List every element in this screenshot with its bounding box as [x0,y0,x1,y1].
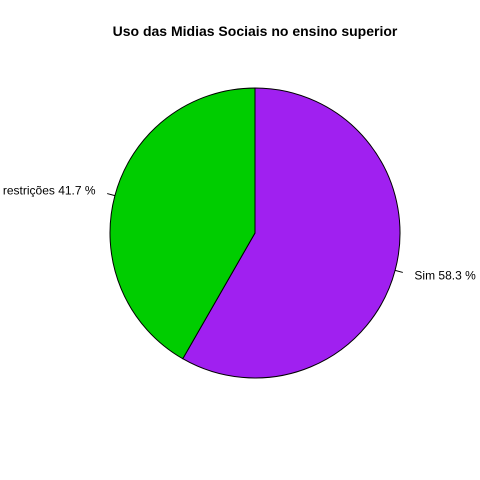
chart-title: Uso das Midias Sociais no ensino superio… [113,23,398,39]
pie-slice-1 [109,87,256,360]
pie-label-tick-1 [107,193,116,197]
pie-slice-label-1: Com restrições 41.7 % [0,183,96,197]
pie-labels-layer: Sim 58.3 % Com restrições 41.7 % [0,183,476,282]
pie-label-tick-0 [394,269,403,273]
pie-slices-layer [109,87,401,379]
pie-slice-label-0: Sim 58.3 % [414,269,476,283]
pie-slice-0 [182,87,401,379]
